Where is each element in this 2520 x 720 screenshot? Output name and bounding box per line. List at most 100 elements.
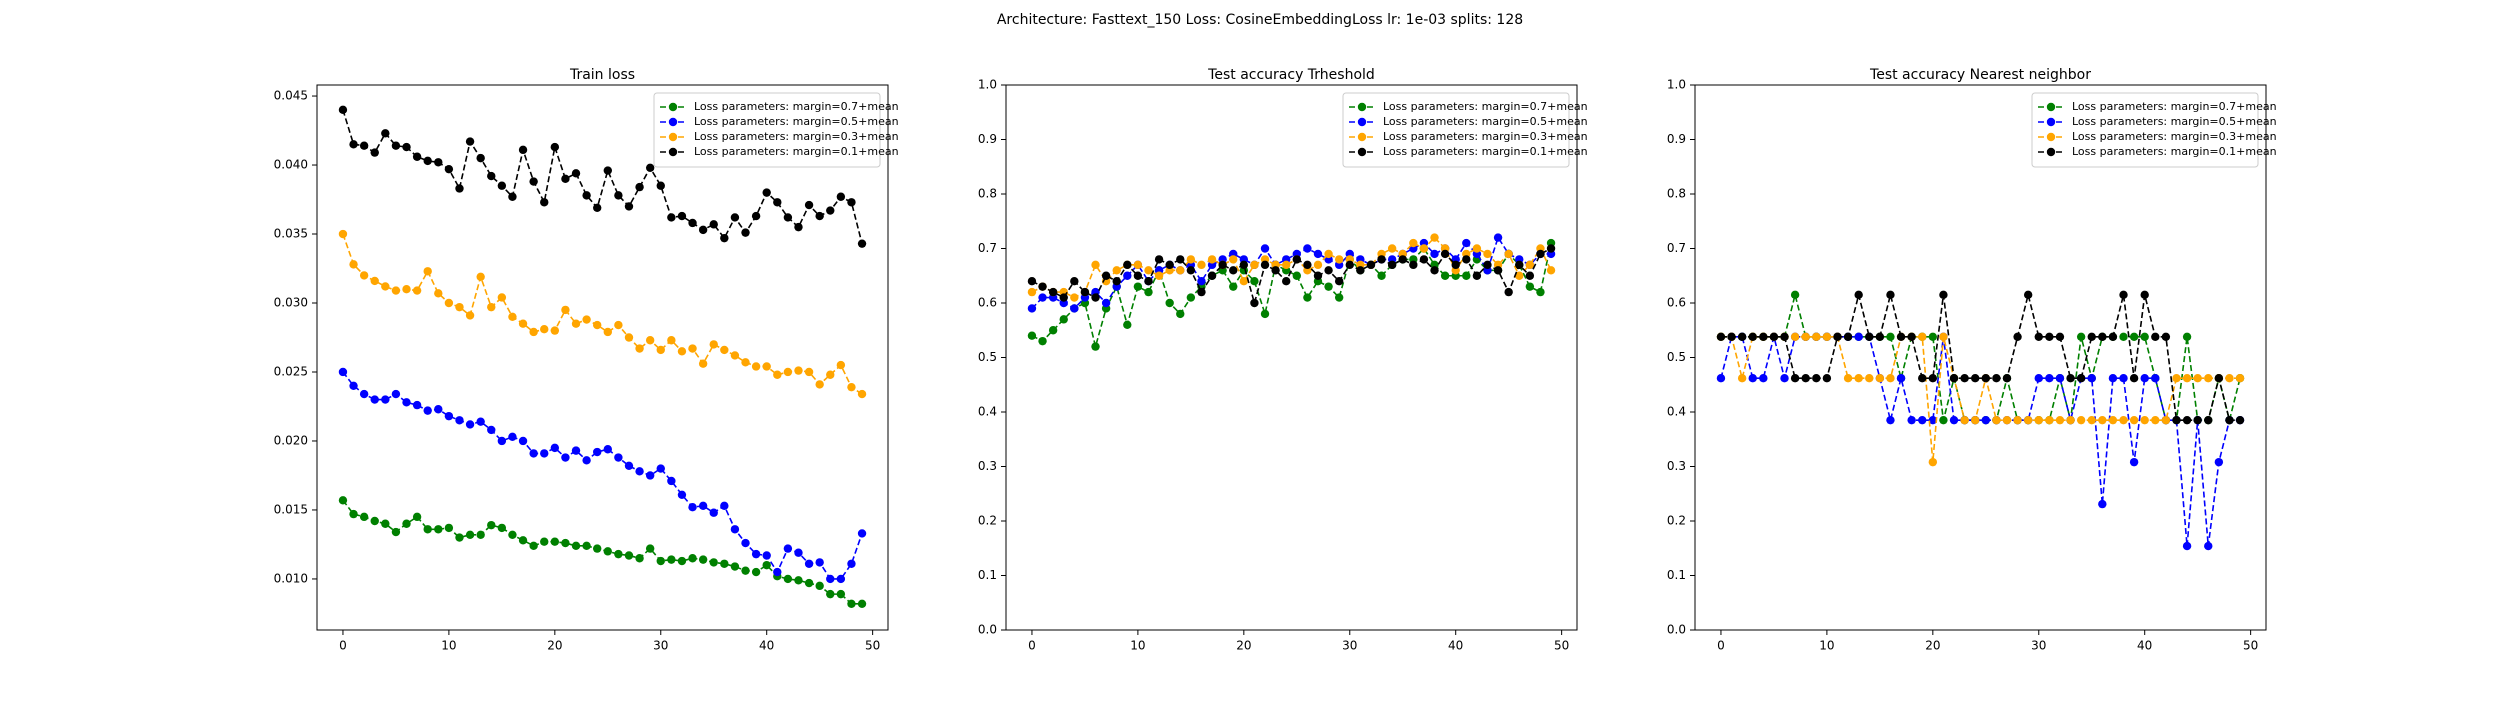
data-point (815, 211, 824, 221)
data-point (857, 239, 867, 248)
data-point (857, 529, 867, 538)
data-point (624, 551, 634, 560)
data-point (1843, 374, 1853, 383)
data-point (2193, 374, 2202, 383)
data-point (2087, 374, 2096, 383)
data-point (1123, 271, 1132, 280)
data-point (1303, 260, 1312, 270)
data-point (847, 599, 856, 608)
data-point (455, 416, 464, 425)
data-point (1260, 244, 1270, 253)
x-tick-label: 10 (1819, 639, 1834, 653)
legend-label: Loss parameters: margin=0.5+mean (1383, 115, 1588, 128)
data-point (1960, 415, 1969, 425)
data-point (2002, 415, 2012, 425)
data-point (698, 555, 708, 564)
data-point (1101, 271, 1111, 280)
data-point (1419, 255, 1429, 264)
data-point (720, 559, 729, 568)
data-point (2066, 415, 2075, 425)
x-tick-label: 20 (1925, 639, 1940, 653)
data-point (1282, 277, 1291, 286)
data-point (2087, 332, 2096, 341)
data-point (773, 370, 782, 379)
y-tick-label: 0.2 (1667, 514, 1686, 528)
data-point (561, 174, 570, 184)
data-point (1886, 415, 1895, 425)
data-point (1536, 249, 1545, 259)
data-point (1027, 277, 1037, 286)
data-point (762, 362, 771, 371)
axes-frame (1005, 84, 1578, 631)
legend-label: Loss parameters: margin=0.3+mean (1383, 130, 1588, 143)
data-point (741, 358, 750, 367)
data-point (2129, 332, 2139, 341)
data-point (2225, 374, 2234, 383)
data-point (2161, 415, 2171, 425)
data-point (1918, 374, 1927, 383)
data-point (783, 574, 793, 584)
data-point (1229, 255, 1238, 264)
data-point (1504, 249, 1513, 259)
data-point (730, 213, 740, 222)
data-point (2055, 415, 2065, 425)
data-point (1939, 290, 1948, 300)
legend-marker (1357, 117, 1367, 127)
data-point (1303, 293, 1312, 302)
data-point (1080, 287, 1090, 297)
data-point (1918, 415, 1927, 425)
data-point (2214, 457, 2224, 467)
data-point (1027, 331, 1037, 340)
data-point (2235, 374, 2245, 383)
data-point (1334, 277, 1344, 286)
data-point (391, 389, 401, 399)
data-point (2119, 415, 2128, 425)
data-point (476, 272, 485, 281)
data-point (762, 551, 771, 560)
legend-marker (668, 132, 678, 142)
data-point (815, 581, 824, 591)
data-point (434, 158, 443, 167)
data-point (370, 516, 379, 526)
data-point (656, 556, 665, 566)
data-point (2098, 415, 2107, 425)
data-point (2098, 499, 2107, 509)
data-point (497, 293, 507, 302)
data-point (338, 367, 348, 377)
data-point (1334, 293, 1344, 302)
data-point (1525, 282, 1535, 291)
data-point (487, 520, 496, 530)
x-tick-label: 50 (1554, 639, 1569, 653)
data-point (2235, 415, 2245, 425)
data-point (688, 554, 697, 563)
data-point (2034, 374, 2043, 383)
data-point (593, 320, 602, 330)
data-point (1854, 290, 1863, 300)
y-tick-label: 0.045 (274, 89, 308, 103)
y-tick-label: 0.6 (1667, 296, 1686, 310)
data-point (2129, 415, 2139, 425)
data-point (1239, 277, 1249, 286)
y-tick-label: 0.7 (1667, 241, 1686, 255)
data-point (1896, 374, 1906, 383)
data-point (783, 544, 793, 553)
axes-frame (1694, 84, 2267, 631)
data-point (1886, 374, 1895, 383)
data-point (1748, 332, 1757, 341)
data-point (1536, 287, 1545, 297)
data-point (1833, 332, 1842, 341)
data-point (582, 191, 591, 200)
data-point (783, 367, 793, 377)
legend-marker (1357, 132, 1367, 142)
data-point (381, 395, 390, 404)
data-point (2013, 332, 2022, 341)
data-point (1440, 271, 1450, 280)
data-point (1483, 249, 1492, 259)
legend-label: Loss parameters: margin=0.7+mean (694, 100, 899, 113)
x-tick-label: 20 (1236, 639, 1251, 653)
data-point (423, 267, 432, 276)
data-point (1260, 309, 1270, 319)
data-point (593, 544, 602, 553)
data-point (1091, 342, 1100, 351)
x-tick-label: 10 (1130, 639, 1145, 653)
